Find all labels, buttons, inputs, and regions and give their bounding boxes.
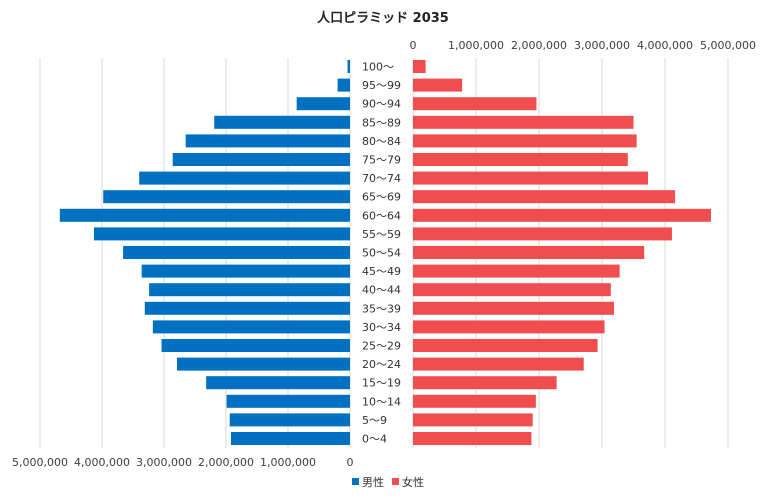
male-bar (161, 339, 350, 352)
age-group-label: 15～19 (362, 377, 401, 390)
male-bar (152, 320, 350, 334)
female-bar (413, 376, 557, 390)
male-axis-ticks: 5,000,000 4,000,000 3,000,000 2,000,000 1,00… (12, 456, 353, 469)
male-axis-tick-label: 4,000,000 (74, 456, 130, 469)
age-group-label: 50～54 (362, 247, 401, 260)
male-bar (177, 357, 350, 371)
male-bar (229, 413, 350, 427)
legend-swatch-female (392, 478, 399, 485)
female-bar (413, 60, 426, 73)
male-axis-tick-label: 0 (347, 456, 354, 469)
legend: 男性 女性 (352, 475, 424, 489)
female-axis-tick-label: 5,000,000 (700, 39, 756, 52)
female-axis-ticks: 0 1,000,000 2,000,000 3,000,000 4,000,000 5,0… (410, 39, 756, 52)
age-group-label: 90～94 (362, 98, 401, 111)
male-bar (185, 134, 350, 148)
age-group-label: 75～79 (362, 154, 401, 167)
female-axis-tick-label: 3,000,000 (574, 39, 630, 52)
male-bar (214, 115, 350, 129)
male-bar (141, 264, 350, 278)
male-bar (59, 208, 351, 222)
female-bar (413, 301, 614, 315)
age-group-label: 85～89 (362, 116, 401, 129)
male-bar (103, 190, 351, 204)
legend-label-female: 女性 (402, 475, 424, 489)
male-axis-tick-label: 3,000,000 (136, 456, 192, 469)
female-bar (413, 246, 645, 259)
age-group-label: 95～99 (362, 79, 401, 92)
female-bar (413, 339, 598, 352)
female-bar (413, 97, 537, 111)
age-group-label: 5～9 (362, 414, 387, 427)
female-axis-tick-label: 4,000,000 (637, 39, 693, 52)
female-bars (413, 60, 711, 445)
male-axis-tick-label: 5,000,000 (12, 456, 68, 469)
male-bar (296, 97, 350, 111)
age-group-label: 10～14 (362, 395, 401, 408)
legend-swatch-male (352, 478, 359, 485)
age-group-label: 80～84 (362, 135, 401, 148)
male-bar (206, 376, 350, 390)
age-group-label: 20～24 (362, 358, 401, 371)
chart-title: 人口ピラミッド 2035 (317, 10, 449, 26)
female-bar (413, 227, 672, 241)
age-group-label: 65～69 (362, 191, 401, 204)
female-bar (413, 283, 611, 297)
female-bar (413, 394, 536, 408)
female-bar (413, 153, 628, 166)
female-bar (413, 208, 711, 222)
male-bar (149, 283, 350, 297)
age-group-label: 40～44 (362, 284, 401, 297)
male-bar (144, 301, 350, 315)
male-bar (139, 171, 350, 185)
female-bar (413, 78, 463, 92)
male-axis-tick-label: 2,000,000 (198, 456, 254, 469)
male-bar (93, 227, 350, 241)
male-bar (172, 153, 350, 166)
age-group-label: 30～34 (362, 321, 401, 334)
female-axis-tick-label: 2,000,000 (511, 39, 567, 52)
age-group-label: 70～74 (362, 172, 401, 185)
male-bar (347, 60, 350, 73)
female-bar (413, 134, 637, 148)
age-group-label: 0～4 (362, 433, 387, 446)
female-bar (413, 357, 584, 371)
age-group-label: 100～ (362, 61, 394, 74)
female-bar (413, 171, 648, 185)
female-bar (413, 190, 676, 204)
legend-label-male: 男性 (362, 475, 384, 489)
female-axis-tick-label: 1,000,000 (448, 39, 504, 52)
male-bar (123, 246, 350, 259)
age-group-label: 55～59 (362, 228, 401, 241)
age-group-labels: 100～ 95～99 90～94 85～89 80～84 75～79 70～74 65～69 6… (362, 61, 401, 446)
male-bar (230, 432, 350, 445)
female-bar (413, 320, 605, 334)
age-group-label: 25～29 (362, 340, 401, 353)
male-bar (226, 394, 350, 408)
female-axis-tick-label: 0 (410, 39, 417, 52)
female-bar (413, 432, 532, 445)
age-group-label: 35～39 (362, 302, 401, 315)
male-axis-tick-label: 1,000,000 (260, 456, 316, 469)
age-group-label: 60～64 (362, 209, 401, 222)
male-bars (59, 60, 351, 445)
male-bar (337, 78, 350, 92)
female-bar (413, 115, 634, 129)
female-bar (413, 413, 533, 427)
age-group-label: 45～49 (362, 265, 401, 278)
female-bar (413, 264, 620, 278)
